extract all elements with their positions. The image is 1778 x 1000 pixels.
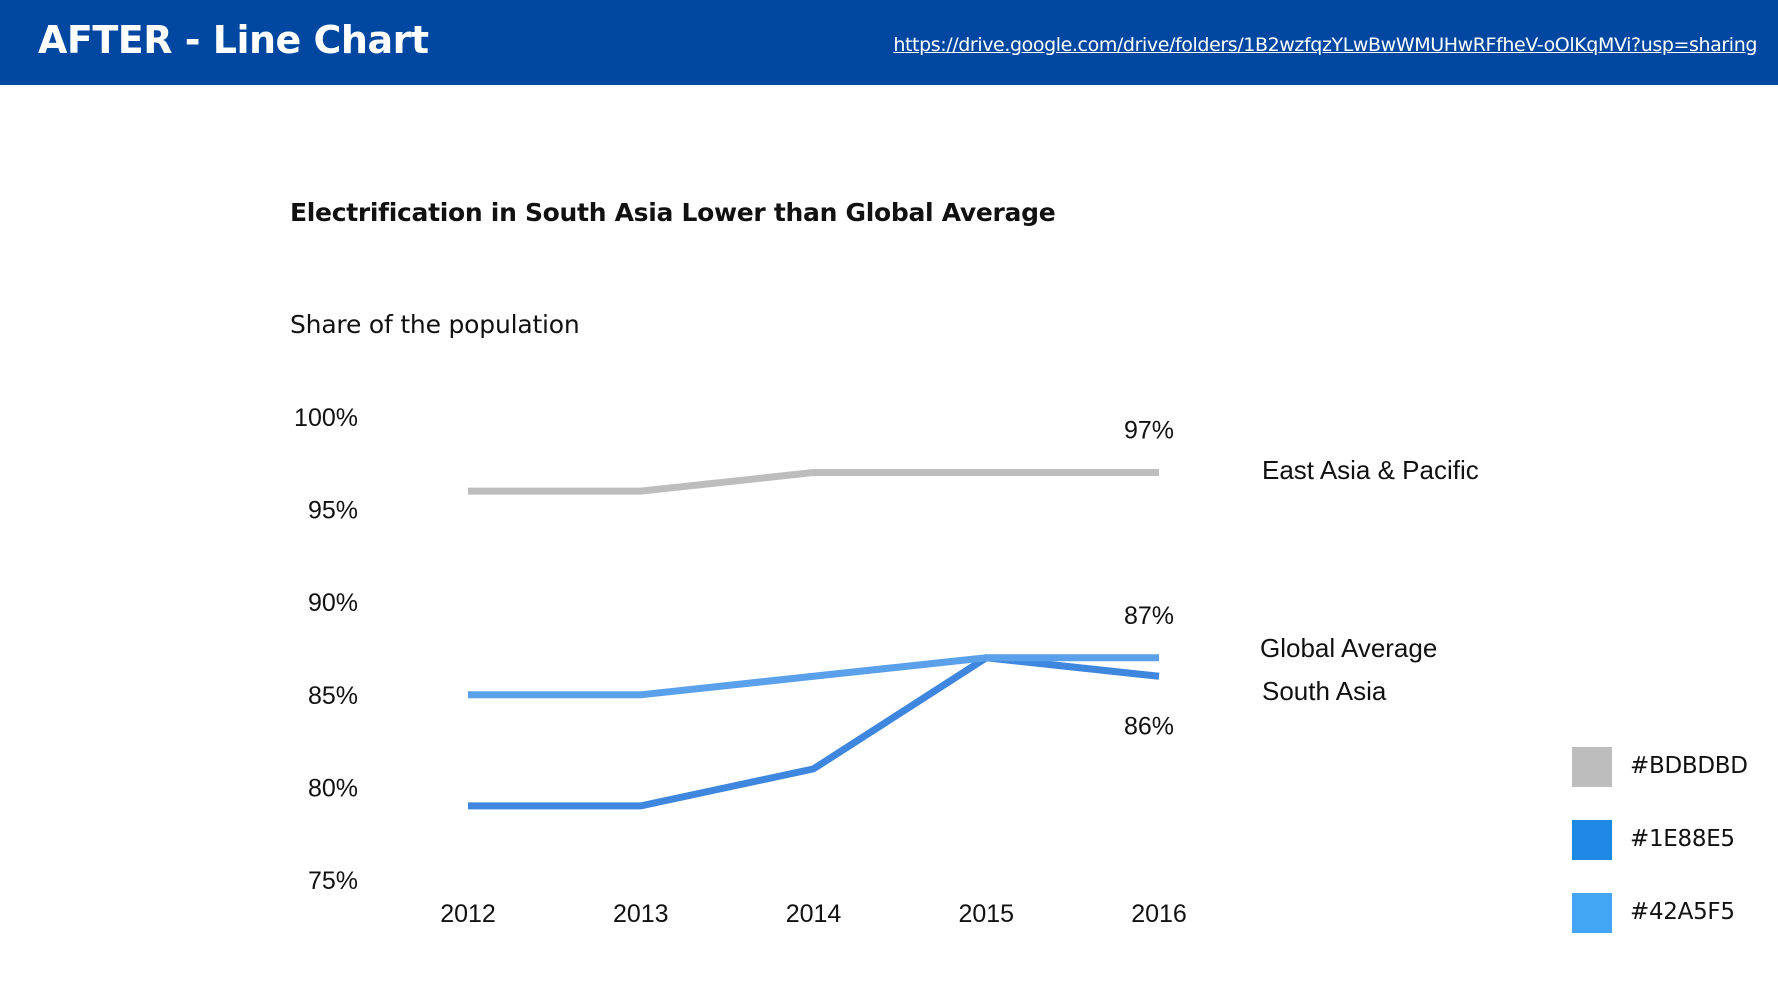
y-tick-label: 95% (308, 497, 358, 525)
y-tick-label: 80% (308, 774, 358, 802)
palette-label: #1E88E5 (1630, 826, 1735, 852)
x-tick-label: 2016 (1131, 900, 1187, 928)
palette-item: #1E88E5 (1572, 820, 1772, 860)
y-tick-label: 75% (308, 867, 358, 895)
palette-label: #42A5F5 (1630, 899, 1735, 925)
end-value-label: 86% (1124, 712, 1174, 740)
series-name-label: East Asia & Pacific (1262, 455, 1479, 485)
drive-folder-link[interactable]: https://drive.google.com/drive/folders/1… (893, 34, 1757, 56)
header-bar: AFTER - Line Chart https://drive.google.… (0, 0, 1778, 85)
series-line-south-asia (468, 654, 1160, 810)
end-value-label: 97% (1124, 417, 1174, 445)
chart-title: Electrification in South Asia Lower than… (290, 198, 1056, 227)
end-value-label: 87% (1124, 602, 1174, 630)
chart-subtitle: Share of the population (290, 310, 580, 339)
x-tick-label: 2012 (440, 900, 496, 928)
y-axis-ticks: 100% 95% 90% 85% 80% 75% (294, 404, 358, 895)
x-axis-ticks: 2012 2013 2014 2015 2016 (440, 900, 1187, 928)
series-line-east-asia-pacific (468, 469, 1159, 495)
palette-swatch (1572, 893, 1612, 933)
palette-swatch (1572, 820, 1612, 860)
series-name-label: South Asia (1262, 676, 1387, 706)
palette-swatch (1572, 747, 1612, 787)
y-tick-label: 100% (294, 404, 358, 432)
x-tick-label: 2014 (786, 900, 842, 928)
series-name-labels: East Asia & Pacific Global Average South A… (1260, 455, 1479, 706)
series-line-global-average (468, 654, 1159, 699)
page-title: AFTER - Line Chart (38, 18, 429, 62)
palette-item: #42A5F5 (1572, 893, 1772, 933)
palette-label: #BDBDBD (1630, 753, 1748, 779)
end-value-labels: 97% 87% 86% (1124, 417, 1174, 741)
x-tick-label: 2013 (613, 900, 669, 928)
palette-item: #BDBDBD (1572, 747, 1772, 787)
y-tick-label: 85% (308, 682, 358, 710)
x-tick-label: 2015 (958, 900, 1014, 928)
y-tick-label: 90% (308, 589, 358, 617)
series-name-label: Global Average (1260, 633, 1437, 663)
series-lines (468, 469, 1160, 810)
